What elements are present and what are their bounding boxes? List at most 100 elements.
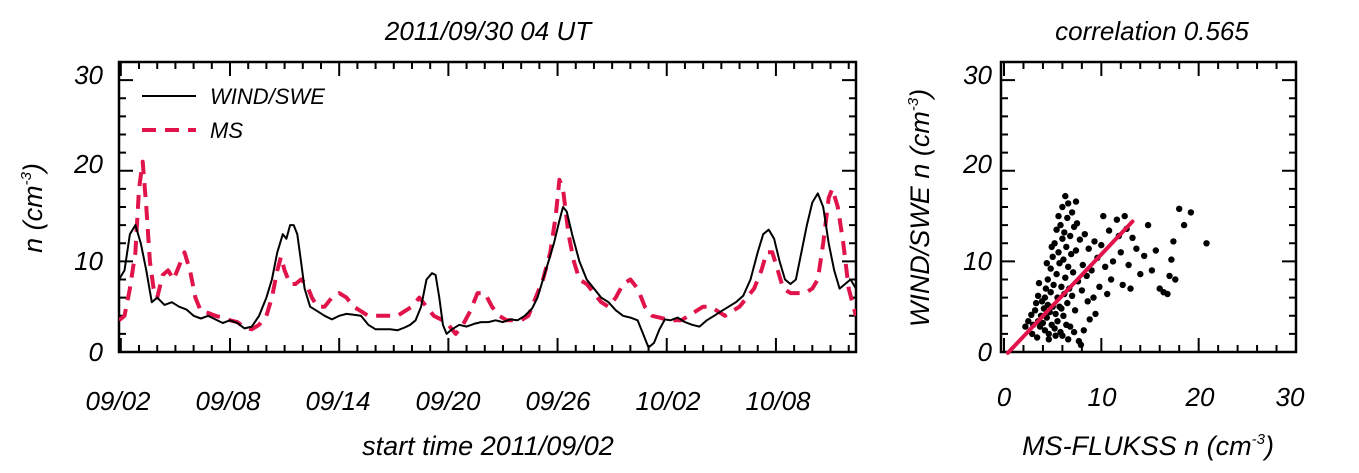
scatter-point: [1069, 269, 1077, 276]
scatter-point: [1141, 252, 1148, 260]
scatter-point: [1060, 256, 1067, 263]
x-tick-label: 09/26: [525, 386, 591, 416]
scatter-point: [1058, 283, 1065, 290]
y-axis-label-main: n (cm: [18, 185, 48, 253]
scatter-point: [1065, 200, 1072, 207]
time-chart-x-axis-label: start time 2011/09/02: [362, 431, 614, 461]
scatter-point: [1065, 336, 1072, 343]
scatter-point: [1068, 292, 1076, 299]
scatter-point: [1042, 285, 1050, 292]
scatter-point: [1102, 263, 1109, 270]
scatter-point: [1068, 250, 1075, 258]
scatter-point: [1065, 263, 1072, 270]
scatter-point: [1172, 276, 1179, 283]
scatter-point: [1080, 327, 1088, 334]
x-tick-label: 09/02: [85, 386, 151, 416]
y-tick-label: 30: [963, 60, 992, 90]
scatter-point: [1033, 334, 1041, 341]
scatter-point: [1049, 253, 1056, 260]
scatter-point: [1078, 287, 1086, 294]
scatter-point: [1107, 276, 1115, 283]
scatter-point: [1100, 212, 1107, 220]
scatter-point: [1109, 258, 1117, 265]
scatter-point: [1059, 203, 1066, 211]
x-tick-label: 10: [1088, 382, 1117, 412]
y-axis-label-sup: -3: [18, 171, 35, 185]
scatter-point: [1084, 298, 1091, 305]
scatter-point: [1164, 290, 1171, 298]
scatter-point: [1072, 198, 1080, 205]
scatter-point: [1064, 214, 1071, 222]
scatter-point: [1098, 241, 1105, 249]
scatter-point: [1051, 325, 1058, 332]
scatter-chart-ticks: [1001, 61, 1297, 353]
scatter-point: [1064, 299, 1071, 307]
scatter-point: [1045, 330, 1053, 338]
scatter-chart-fit: [1005, 219, 1135, 355]
scatter-point: [1055, 249, 1062, 256]
legend-label-ms: MS: [210, 118, 243, 143]
scatter-point: [1055, 212, 1062, 220]
time-chart-legend: WIND/SWE MS: [142, 84, 325, 143]
time-chart-y-tick-labels: 0 10 20 30: [73, 60, 103, 367]
scatter-point: [1073, 220, 1081, 227]
x-axis-label-sup: -3: [1252, 431, 1266, 448]
scatter-point: [1043, 260, 1051, 267]
scatter-point: [1058, 305, 1065, 312]
scatter-point: [1044, 276, 1052, 283]
scatter-point: [1152, 247, 1160, 254]
x-tick-label: 10/08: [745, 386, 811, 416]
scatter-point: [1117, 249, 1125, 256]
scatter-point: [1187, 209, 1195, 216]
scatter-point: [1045, 336, 1053, 343]
scatter-point: [1081, 231, 1089, 238]
x-tick-label: 09/08: [195, 386, 261, 416]
y-tick-label: 30: [74, 60, 103, 90]
scatter-point: [1085, 245, 1092, 252]
scatter-point: [1060, 312, 1067, 319]
scatter-point: [1133, 245, 1140, 252]
scatter-point: [1086, 316, 1093, 323]
scatter-point: [1104, 290, 1111, 298]
scatter-point: [1039, 319, 1047, 327]
x-tick-label: 09/14: [305, 386, 370, 416]
legend-label-wind: WIND/SWE: [210, 84, 325, 109]
scatter-point: [1053, 226, 1060, 233]
y-tick-label: 0: [978, 337, 993, 367]
scatter-chart-y-axis-label: WIND/SWE n (cm-3): [905, 89, 935, 327]
scatter-point: [1203, 240, 1210, 247]
scatter-point: [1057, 221, 1064, 229]
scatter-point: [1092, 310, 1099, 318]
scatter-point: [1059, 332, 1066, 339]
scatter-point: [1022, 323, 1029, 330]
scatter-point: [1096, 283, 1103, 290]
scatter-point: [1048, 243, 1055, 251]
scatter-point: [1063, 243, 1070, 251]
scatter-point: [1166, 272, 1173, 280]
y-axis-label-sup: -3: [905, 97, 922, 111]
scatter-point: [1180, 221, 1188, 229]
scatter-chart-points: [1022, 192, 1210, 348]
scatter-point: [1170, 238, 1177, 245]
x-tick-label: 09/20: [415, 386, 481, 416]
scatter-point: [1070, 328, 1078, 336]
scatter-point: [1071, 307, 1079, 314]
scatter-point: [1062, 192, 1069, 200]
scatter-point: [1079, 261, 1087, 269]
scatter-point: [1025, 318, 1032, 325]
fit-line: [1005, 219, 1135, 355]
scatter-point: [1121, 212, 1128, 220]
scatter-point: [1067, 232, 1074, 240]
scatter-chart: correlation 0.565 0 10 20 30 0 10 20 30 …: [905, 16, 1305, 461]
scatter-point: [1072, 247, 1080, 254]
y-tick-label: 0: [89, 337, 104, 367]
y-tick-label: 10: [74, 246, 103, 276]
scatter-point: [1125, 261, 1132, 269]
scatter-point: [1052, 332, 1059, 339]
scatter-chart-x-tick-labels: 0 10 20 30: [997, 382, 1305, 412]
scatter-point: [1129, 234, 1136, 241]
time-chart-x-tick-labels: 09/02 09/08 09/14 09/20 09/26 10/02 10/0…: [85, 386, 811, 416]
scatter-point: [1035, 279, 1043, 287]
scatter-point: [1062, 274, 1069, 281]
